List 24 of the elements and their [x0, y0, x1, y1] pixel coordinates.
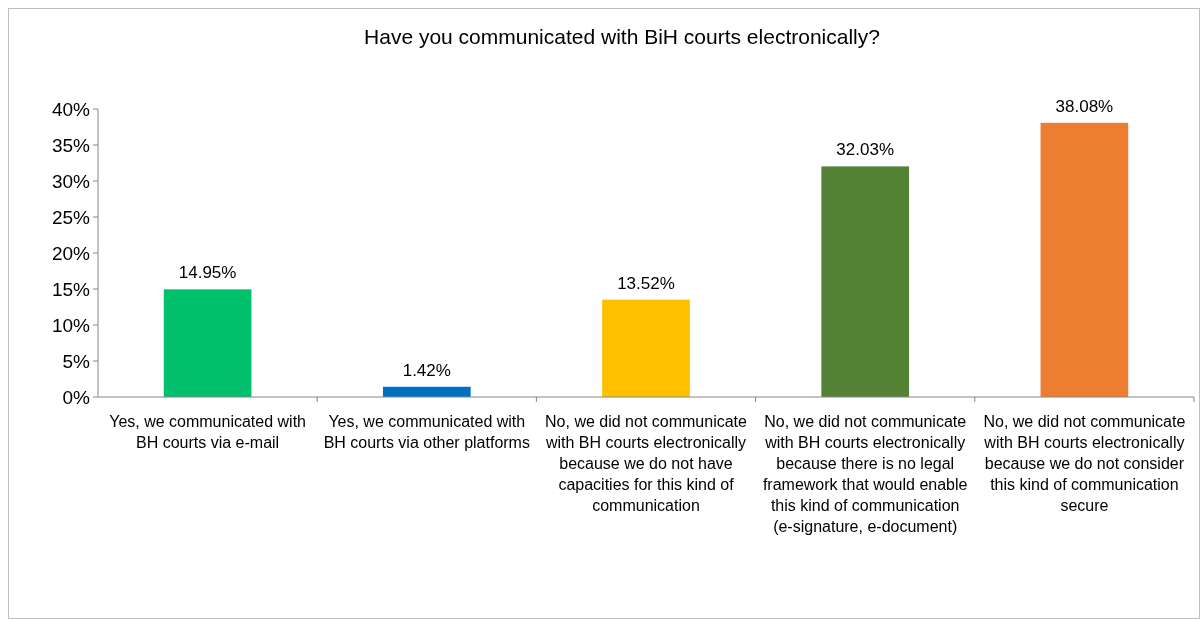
- y-tick-label: 0%: [62, 386, 91, 408]
- x-tick-label: No, we did not communicate with BH courts electronically because we do not consider this kind of communication secure: [983, 413, 1186, 514]
- y-tick-label: 25%: [51, 206, 91, 228]
- data-label: 1.42%: [402, 360, 451, 380]
- y-tick-label: 10%: [51, 314, 91, 336]
- y-tick-label: 40%: [51, 98, 91, 120]
- y-tick-label: 20%: [51, 242, 91, 264]
- data-label: 14.95%: [178, 263, 237, 283]
- x-tick-label: No, we did not communicate with BH courts electronically because there is no legal framework that would enable this kind of communication (e-signature, e-document): [762, 413, 968, 535]
- x-tick-label: No, we did not communicate with BH courts electronically because we do not have capacities for this kind of communication: [544, 413, 748, 514]
- bar: [163, 289, 252, 397]
- chart-title: Have you communicated with BiH courts electronically?: [364, 25, 880, 48]
- data-label: 13.52%: [617, 273, 675, 293]
- data-label: 32.03%: [836, 140, 895, 160]
- x-tick-label: Yes, we communicated with BH courts via e-mail: [109, 413, 307, 451]
- data-label: 38.08%: [1055, 96, 1114, 116]
- y-tick-label: 5%: [62, 350, 91, 372]
- y-tick-label: 15%: [51, 278, 91, 300]
- bar: [821, 166, 910, 397]
- y-tick-label: 35%: [51, 134, 91, 156]
- x-tick-label: Yes, we communicated with BH courts via other platforms: [323, 413, 530, 451]
- y-tick-label: 30%: [51, 170, 91, 192]
- bar: [1040, 122, 1129, 397]
- bar: [602, 299, 690, 397]
